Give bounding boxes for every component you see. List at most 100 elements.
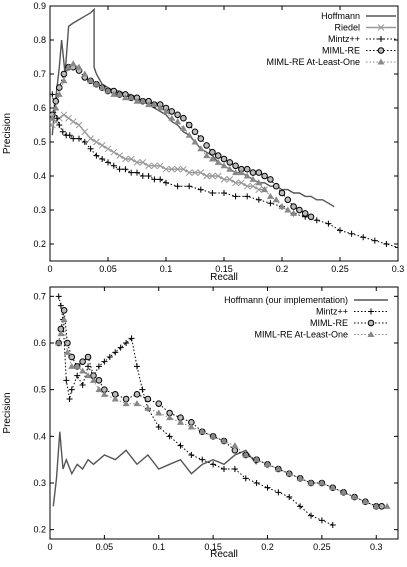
data-point <box>209 172 216 180</box>
series-line <box>52 431 258 507</box>
data-point <box>209 148 216 156</box>
legend-label: Hoffmann (our implementation) <box>224 295 348 305</box>
data-point <box>60 111 68 119</box>
data-point <box>267 200 274 207</box>
data-point <box>116 90 124 97</box>
legend-label: Riedel <box>334 23 360 33</box>
legend-marker <box>377 24 385 31</box>
data-point <box>261 172 268 180</box>
data-point <box>112 349 119 356</box>
data-point <box>208 155 216 162</box>
y-tick-label: 0.6 <box>33 338 46 348</box>
data-point <box>110 148 118 156</box>
data-point <box>162 165 170 173</box>
data-point <box>65 63 73 70</box>
data-point <box>163 179 169 186</box>
legend-label: Mintz++ <box>316 307 348 317</box>
legend-label: MIML-RE <box>310 318 348 328</box>
data-point <box>50 91 56 98</box>
y-axis-title: Precision <box>2 113 13 154</box>
data-point <box>255 196 262 203</box>
data-point <box>95 377 103 384</box>
data-point <box>214 172 222 180</box>
plot-area <box>52 293 391 528</box>
data-point <box>286 494 293 500</box>
series-line <box>51 63 294 214</box>
x-tick-label: 0 <box>47 264 52 274</box>
data-point <box>231 466 238 472</box>
data-point <box>156 162 164 170</box>
data-point <box>50 114 56 121</box>
x-tick-label: 0.1 <box>160 264 173 274</box>
data-point <box>185 131 193 138</box>
data-point <box>98 142 106 149</box>
legend-marker <box>367 319 375 327</box>
data-point <box>144 395 152 403</box>
data-point <box>84 353 92 361</box>
data-point <box>128 169 135 176</box>
data-point <box>145 173 152 179</box>
data-point <box>87 145 94 152</box>
y-tick-label: 0.3 <box>33 205 46 215</box>
data-point <box>65 114 72 122</box>
data-point <box>174 118 182 125</box>
data-point <box>203 142 210 149</box>
data-point <box>177 442 184 449</box>
data-point <box>99 156 106 162</box>
data-point <box>127 94 135 101</box>
data-point <box>395 244 398 251</box>
y-tick-label: 0.2 <box>33 239 46 249</box>
data-point <box>168 108 176 115</box>
data-point <box>76 135 82 142</box>
data-point <box>372 502 380 509</box>
y-tick-label: 0.6 <box>33 103 46 113</box>
data-point <box>139 159 147 166</box>
data-point <box>174 111 181 119</box>
data-point <box>242 451 250 458</box>
data-point <box>267 176 274 183</box>
plot-frame <box>49 286 399 540</box>
data-point <box>188 452 195 458</box>
data-point <box>101 358 108 365</box>
data-point <box>68 353 76 361</box>
x-tick-label: 0.15 <box>215 264 233 274</box>
series-line <box>51 7 335 208</box>
legend-label: MIML-RE At-Least-One <box>254 330 348 340</box>
x-tick-label: 0 <box>47 542 52 552</box>
data-point <box>231 442 239 449</box>
data-point <box>150 101 158 108</box>
data-point <box>100 390 108 397</box>
data-point <box>55 90 63 97</box>
y-tick-label: 0.5 <box>33 137 46 147</box>
data-point <box>186 183 193 190</box>
data-point <box>185 121 193 129</box>
data-point <box>87 135 94 142</box>
data-point <box>220 155 228 163</box>
data-point <box>249 169 257 176</box>
data-point <box>122 155 129 163</box>
data-point <box>214 158 222 165</box>
data-point <box>329 522 336 528</box>
data-point <box>308 512 314 519</box>
data-point <box>221 466 227 472</box>
data-point <box>151 162 158 170</box>
data-point <box>60 316 68 323</box>
data-point <box>122 400 130 407</box>
data-point <box>249 182 257 190</box>
data-point <box>255 169 263 176</box>
legend-marker <box>368 308 374 315</box>
data-point <box>116 166 123 173</box>
data-point <box>197 135 205 142</box>
data-point <box>174 183 181 190</box>
data-point <box>53 115 60 122</box>
data-point <box>361 498 369 505</box>
data-point <box>210 461 217 468</box>
data-point <box>209 190 216 196</box>
data-point <box>63 377 70 384</box>
data-point <box>60 307 68 314</box>
data-point <box>90 376 97 383</box>
data-point <box>261 186 269 193</box>
y-tick-label: 0.8 <box>33 35 46 45</box>
data-point <box>56 122 63 128</box>
data-point <box>198 428 206 435</box>
